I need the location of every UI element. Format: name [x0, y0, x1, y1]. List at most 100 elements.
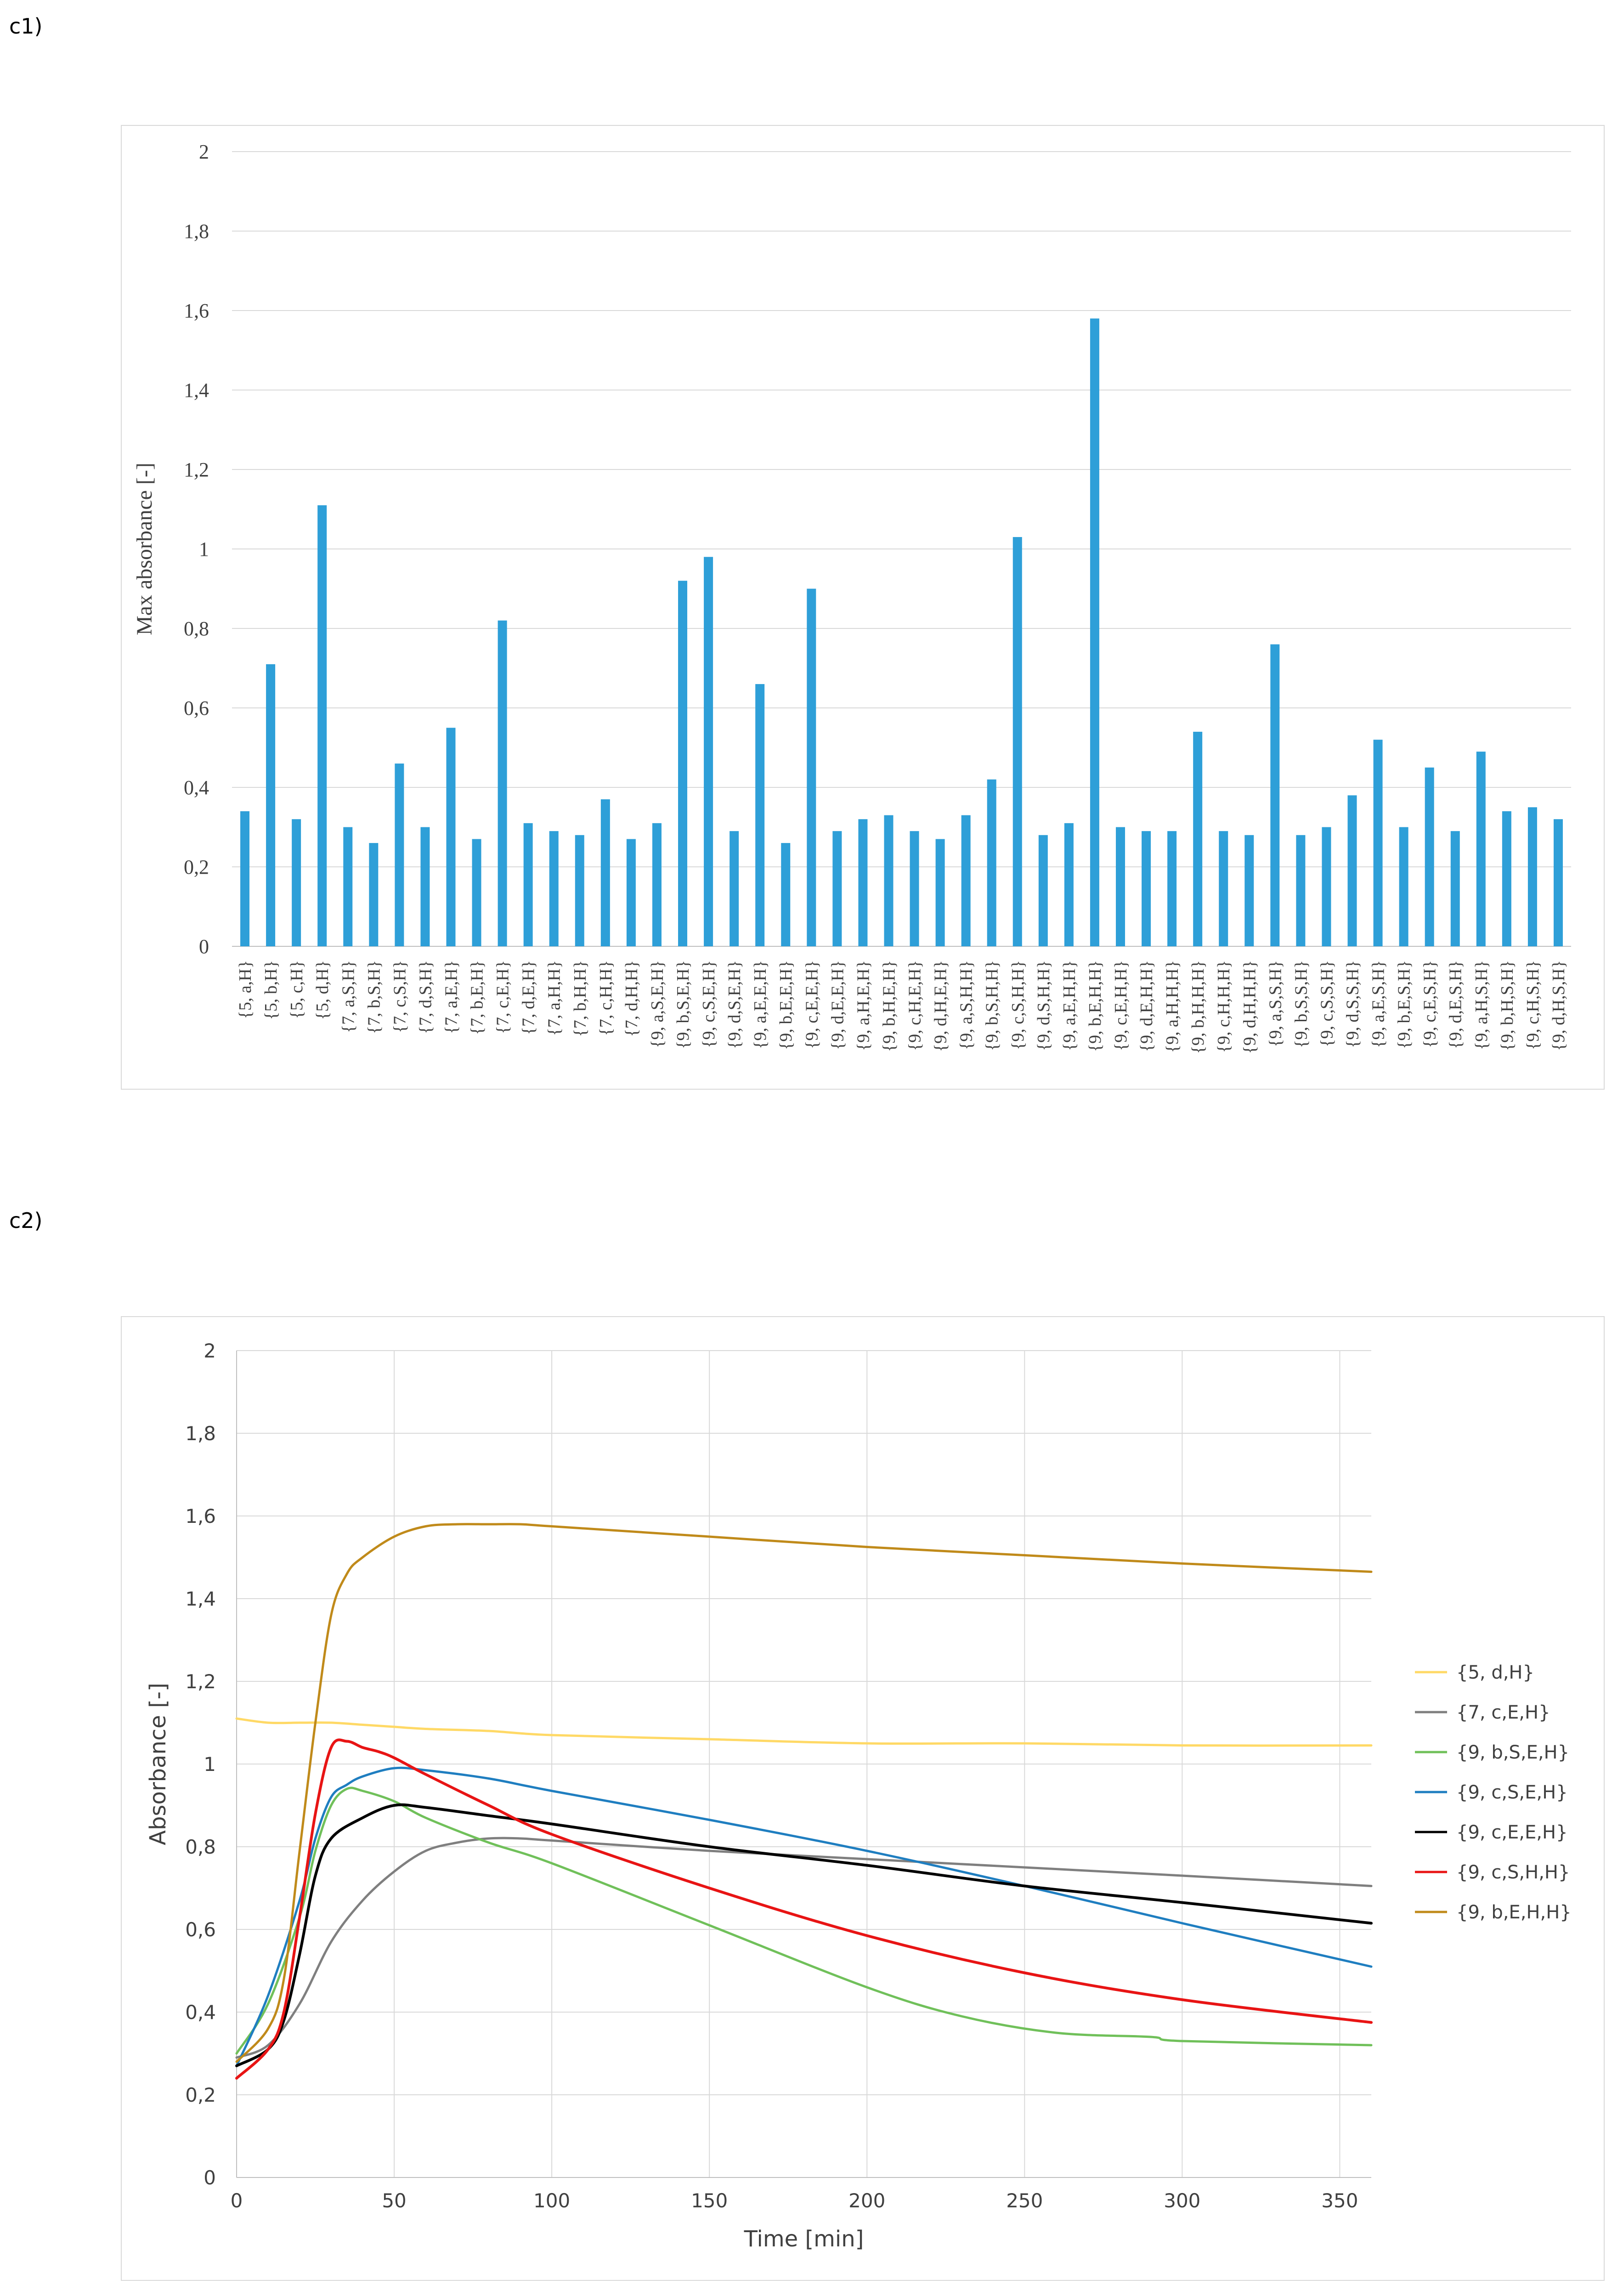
y-tick-label: 0,6 — [185, 1918, 216, 1941]
x-tick-label: {9, a,S,H,H} — [957, 960, 976, 1050]
x-tick-label: {9, b,H,E,H} — [879, 960, 899, 1052]
x-tick-label: {7, b,E,H} — [468, 960, 487, 1035]
bar — [369, 843, 379, 946]
y-tick-label: 0,4 — [185, 2001, 216, 2024]
bar — [292, 819, 301, 946]
x-tick-label: {9, d,H,E,H} — [931, 960, 950, 1052]
bar — [730, 831, 739, 946]
y-tick-label: 0,2 — [184, 856, 209, 878]
x-tick-label: {9, a,E,S,H} — [1369, 960, 1388, 1048]
x-tick-label: {9, c,S,H,H} — [1008, 960, 1028, 1050]
series-line — [235, 1766, 1373, 2067]
x-tick-label: {9, d,E,E,H} — [828, 960, 847, 1050]
x-tick-label: {9, a,S,E,H} — [648, 960, 667, 1048]
bar — [240, 811, 250, 946]
x-tick-label: {9, a,E,H,H} — [1060, 960, 1079, 1051]
bar — [1553, 819, 1563, 946]
bar — [781, 843, 791, 946]
bar — [446, 728, 456, 946]
bar — [1399, 827, 1408, 946]
x-tick-label: 200 — [848, 2189, 885, 2212]
bar — [1038, 835, 1048, 946]
x-tick-label: 100 — [533, 2189, 570, 2212]
bar — [626, 839, 636, 946]
x-tick-label: {9, d,S,S,H} — [1343, 960, 1363, 1048]
legend-label: {7, c,E,H} — [1456, 1702, 1550, 1723]
bar — [1373, 740, 1383, 946]
x-tick-label: {9, d,H,S,H} — [1549, 960, 1568, 1051]
bar — [317, 505, 327, 946]
legend-label: {9, b,S,E,H} — [1456, 1742, 1569, 1763]
y-tick-label: 0,8 — [184, 617, 209, 640]
bar — [472, 839, 481, 946]
bar — [1296, 835, 1306, 946]
bar — [961, 815, 971, 946]
x-tick-label: {9, c,H,E,H} — [905, 960, 925, 1051]
x-tick-label: {5, b,H} — [261, 960, 281, 1020]
bar — [1244, 835, 1254, 946]
series-line — [235, 1717, 1373, 1747]
x-tick-label: {9, b,E,H,H} — [1086, 960, 1105, 1052]
bar — [1064, 823, 1074, 946]
x-tick-label: {9, b,H,H,H} — [1188, 960, 1208, 1054]
y-tick-label: 1,2 — [185, 1670, 216, 1693]
y-axis-title: Max absorbance [-] — [132, 463, 157, 635]
x-tick-label: {9, a,H,S,H} — [1472, 960, 1491, 1050]
x-tick-label: {7, a,S,H} — [339, 960, 358, 1033]
y-axis-title: Absorbance [-] — [145, 1683, 171, 1845]
x-tick-label: {9, c,E,S,H} — [1420, 960, 1440, 1048]
legend-label: {5, d,H} — [1456, 1662, 1534, 1683]
y-tick-label: 1,8 — [185, 1422, 216, 1445]
x-tick-label: {9, b,H,S,H} — [1498, 960, 1517, 1051]
bar — [884, 815, 894, 946]
legend-label: {9, c,S,E,H} — [1456, 1782, 1568, 1803]
y-tick-label: 1,4 — [185, 1588, 216, 1610]
bar — [1270, 644, 1280, 946]
x-tick-label: {9, b,S,H,H} — [983, 960, 1002, 1051]
bar — [1527, 807, 1537, 946]
x-tick-label: {7, d,H,H} — [622, 960, 641, 1037]
bar — [832, 831, 842, 946]
x-tick-label: {9, c,H,H,H} — [1214, 960, 1233, 1053]
x-tick-label: {7, c,E,H} — [493, 960, 513, 1034]
x-tick-label: {9, d,E,H,H} — [1137, 960, 1156, 1052]
y-tick-label: 0,4 — [184, 776, 209, 799]
x-tick-label: {7, b,S,H} — [364, 960, 384, 1034]
x-tick-label: {9, d,S,H,H} — [1034, 960, 1053, 1051]
x-tick-label: 0 — [231, 2189, 243, 2212]
legend-label: {9, b,E,H,H} — [1456, 1902, 1572, 1923]
bar — [1322, 827, 1331, 946]
x-tick-label: {9, b,S,E,H} — [673, 960, 693, 1049]
bar — [575, 835, 584, 946]
x-tick-label: 250 — [1006, 2189, 1043, 2212]
x-axis-title: Time [min] — [744, 2226, 864, 2252]
bar — [395, 763, 404, 946]
bar — [910, 831, 919, 946]
y-tick-label: 1,6 — [184, 300, 209, 322]
x-tick-label: {9, a,H,H,H} — [1163, 960, 1182, 1053]
x-tick-label: {9, a,E,E,H} — [751, 960, 770, 1049]
x-tick-label: {9, b,E,S,H} — [1395, 960, 1414, 1049]
bar — [755, 684, 765, 946]
line-chart-frame — [121, 1316, 1605, 2281]
series-line — [235, 1837, 1373, 2059]
bar — [807, 588, 816, 946]
bar — [1167, 831, 1177, 946]
bar — [1476, 752, 1486, 946]
x-tick-label: {5, a,H} — [236, 960, 255, 1019]
x-tick-label: {9, a,H,E,H} — [854, 960, 873, 1051]
x-tick-label: {7, d,S,H} — [416, 960, 435, 1034]
y-tick-label: 0 — [204, 2166, 216, 2189]
x-tick-label: {9, c,S,E,H} — [699, 960, 718, 1048]
bar — [420, 827, 430, 946]
y-tick-label: 1,4 — [184, 379, 209, 402]
panel-label-c2: c2) — [9, 1208, 43, 1233]
bar — [1502, 811, 1511, 946]
x-tick-label: {5, c,H} — [287, 960, 306, 1019]
y-tick-label: 1,2 — [184, 458, 209, 481]
x-tick-label: {9, d,S,E,H} — [725, 960, 744, 1049]
x-tick-label: 50 — [382, 2189, 406, 2212]
x-tick-label: {9, a,S,S,H} — [1266, 960, 1285, 1047]
bar — [600, 799, 610, 946]
